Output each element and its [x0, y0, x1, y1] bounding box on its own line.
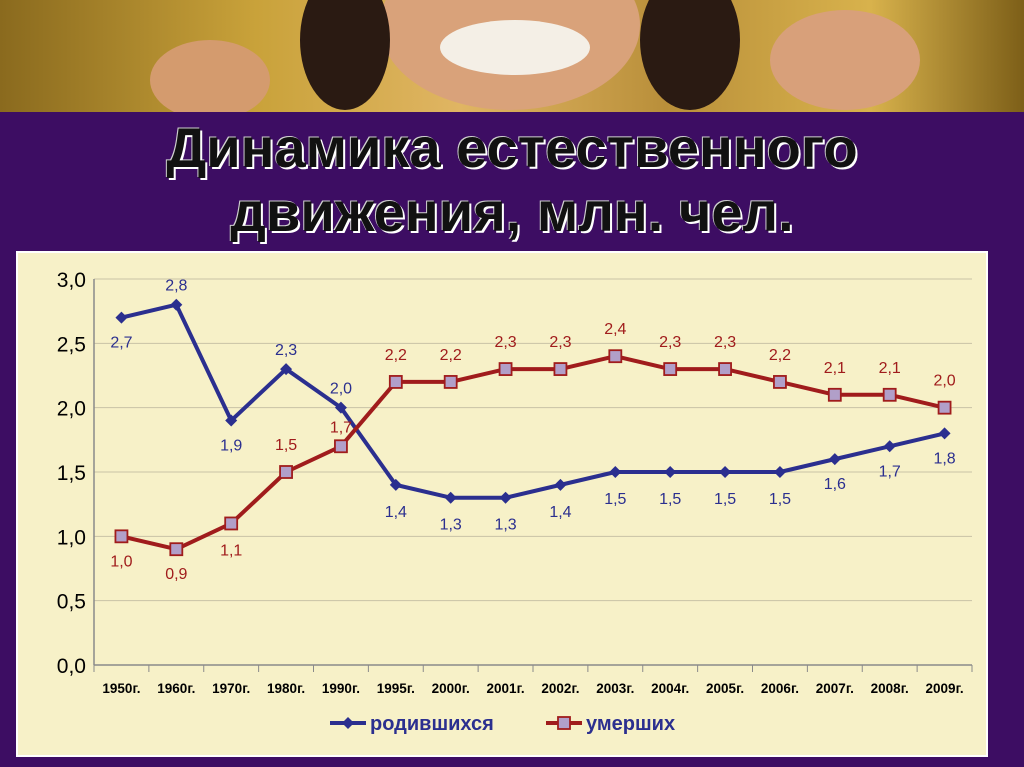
- data-label-born: 1,6: [824, 476, 846, 493]
- data-label-died: 2,4: [604, 321, 626, 338]
- title-line-2: движения, млн. чел.: [230, 180, 794, 243]
- data-label-died: 1,7: [330, 419, 352, 436]
- x-tick-label: 1990г.: [322, 681, 360, 696]
- chart-panel: 0,0 0,5 1,0 1,5 2,0 2,5 3,0 1950г. 1960г. 1970г. 1…: [16, 251, 988, 757]
- data-point-born: [280, 363, 293, 376]
- page-title: Динамика естественного движения, млн. че…: [0, 116, 1024, 244]
- data-label-born: 1,3: [494, 517, 516, 534]
- data-label-born: 1,5: [659, 491, 681, 508]
- data-point-born: [554, 478, 567, 491]
- data-point-died: [608, 349, 623, 364]
- x-tick-label: 2009г.: [926, 681, 964, 696]
- data-label-died: 2,2: [769, 347, 791, 364]
- data-point-born: [664, 466, 677, 478]
- data-point-died: [773, 375, 787, 389]
- x-tick-label: 1980г.: [267, 681, 305, 696]
- x-tick-label: 2002г.: [541, 681, 579, 696]
- y-tick-label: 1,0: [57, 526, 86, 549]
- title-line-1: Динамика естественного: [166, 116, 858, 179]
- data-point-born: [499, 491, 512, 504]
- x-tick-label: 2005г.: [706, 681, 744, 696]
- legend-label: родившихся: [370, 713, 494, 735]
- x-tick-label: 1970г.: [212, 681, 250, 696]
- data-point-died: [663, 362, 678, 376]
- x-tick-label: 2003г.: [596, 681, 634, 696]
- data-label-died: 2,3: [494, 334, 516, 351]
- data-point-born: [828, 453, 841, 466]
- data-label-died: 2,0: [933, 373, 955, 390]
- decorative-photo-banner: [0, 0, 1024, 112]
- data-point-born: [115, 311, 128, 324]
- data-label-died: 2,2: [385, 347, 407, 364]
- data-point-died: [882, 387, 897, 402]
- data-point-died: [224, 516, 239, 531]
- data-label-born: 2,0: [330, 381, 352, 398]
- legend-marker: [557, 716, 571, 730]
- data-point-died: [334, 439, 348, 454]
- x-tick-label: 2000г.: [432, 681, 470, 696]
- data-label-died: 2,3: [714, 334, 736, 351]
- x-tick-label: 2006г.: [761, 681, 799, 696]
- data-point-died: [279, 465, 293, 479]
- y-tick-label: 1,5: [57, 462, 86, 485]
- series-line-born: [120, 302, 946, 500]
- data-label-born: 2,8: [165, 278, 187, 295]
- data-point-died: [388, 375, 403, 389]
- y-tick-label: 0,5: [57, 591, 86, 614]
- data-label-born: 1,9: [220, 438, 242, 455]
- data-label-died: 2,2: [440, 347, 462, 364]
- x-tick-label: 2004г.: [651, 681, 689, 696]
- data-point-born: [883, 440, 896, 453]
- y-tick-label: 0,0: [57, 655, 86, 678]
- x-tick-label: 2008г.: [871, 681, 909, 696]
- data-label-born: 1,5: [604, 491, 626, 508]
- data-point-died: [553, 362, 568, 376]
- x-tick-label: 2007г.: [816, 681, 854, 696]
- data-point-died: [498, 362, 513, 376]
- data-point-died: [114, 529, 129, 544]
- y-tick-label: 3,0: [57, 269, 86, 292]
- data-point-died: [937, 400, 952, 415]
- data-label-born: 1,4: [549, 504, 571, 521]
- data-label-died: 2,1: [824, 360, 846, 377]
- data-point-born: [773, 466, 786, 478]
- data-point-born: [334, 401, 347, 414]
- x-tick-label: 1995г.: [377, 681, 415, 696]
- data-point-born: [719, 466, 732, 478]
- data-label-born: 1,3: [440, 517, 462, 534]
- data-point-born: [609, 466, 622, 478]
- data-label-died: 1,0: [110, 553, 132, 570]
- x-tick-label: 1950г.: [102, 681, 140, 696]
- data-label-died: 2,1: [879, 360, 901, 377]
- y-tick-label: 2,0: [57, 398, 86, 421]
- data-label-born: 1,7: [879, 463, 901, 480]
- data-point-born: [444, 491, 457, 504]
- data-label-died: 1,1: [220, 542, 242, 559]
- data-label-born: 2,7: [110, 335, 132, 352]
- data-point-died: [169, 542, 184, 557]
- data-label-born: 1,4: [385, 504, 407, 521]
- line-chart: 0,0 0,5 1,0 1,5 2,0 2,5 3,0 1950г. 1960г. 1970г. 1…: [57, 269, 973, 735]
- data-label-died: 2,3: [659, 334, 681, 351]
- data-point-born: [389, 478, 402, 491]
- data-label-born: 1,5: [714, 491, 736, 508]
- data-label-died: 0,9: [165, 566, 187, 583]
- data-point-died: [443, 375, 458, 389]
- legend-marker: [342, 717, 354, 729]
- y-tick-label: 2,5: [57, 333, 86, 356]
- data-point-born: [170, 298, 183, 311]
- data-point-died: [827, 387, 842, 402]
- data-label-died: 2,3: [549, 334, 571, 351]
- x-tick-label: 1960г.: [157, 681, 195, 696]
- data-point-born: [938, 427, 951, 440]
- x-tick-label: 2001г.: [487, 681, 525, 696]
- legend-label: умерших: [586, 713, 675, 735]
- data-point-born: [225, 414, 238, 427]
- data-label-born: 2,3: [275, 342, 297, 359]
- data-point-died: [718, 362, 732, 376]
- data-label-died: 1,5: [275, 437, 297, 454]
- data-label-born: 1,5: [769, 491, 791, 508]
- data-label-born: 1,8: [933, 450, 955, 467]
- series-line-died: [120, 354, 946, 552]
